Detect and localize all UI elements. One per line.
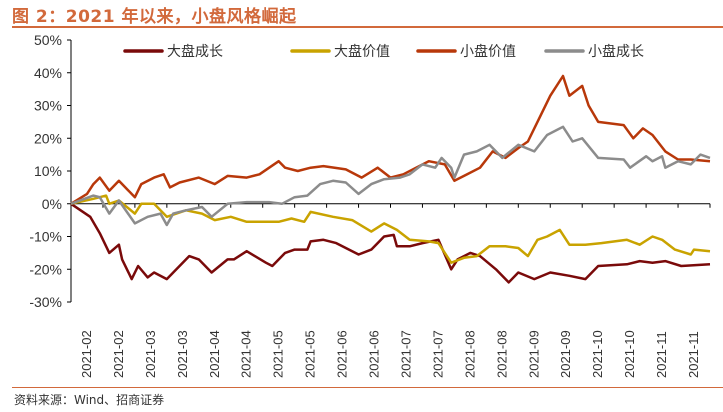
x-tick-label: 2021-06 bbox=[335, 330, 350, 378]
x-tick-label: 2021-03 bbox=[143, 330, 158, 378]
legend-label: 大盘成长 bbox=[167, 43, 223, 59]
y-tick-label: 20% bbox=[34, 130, 62, 146]
y-tick-label: 10% bbox=[34, 163, 62, 179]
footer-divider bbox=[12, 387, 723, 388]
x-tick-label: 2021-07 bbox=[398, 330, 413, 378]
x-tick-label: 2021-04 bbox=[239, 330, 254, 378]
x-tick-label: 2021-06 bbox=[367, 330, 382, 378]
x-tick-label: 2021-03 bbox=[175, 330, 190, 378]
x-tick-label: 2021-10 bbox=[590, 330, 605, 378]
legend-label: 小盘价值 bbox=[460, 43, 516, 59]
title-divider bbox=[12, 26, 723, 28]
series-line-1 bbox=[70, 202, 711, 284]
y-tick-label: 30% bbox=[34, 98, 62, 114]
x-tick-label: 2021-05 bbox=[303, 330, 318, 378]
x-tick-label: 2021-05 bbox=[271, 330, 286, 378]
y-tick-label: 50% bbox=[34, 32, 62, 48]
x-tick-label: 2021-08 bbox=[462, 330, 477, 378]
x-tick-label: 2021-02 bbox=[111, 330, 126, 378]
x-tick-label: 2021-11 bbox=[654, 331, 669, 378]
x-tick-label: 2021-11 bbox=[686, 331, 701, 378]
source-note: 资料来源：Wind、招商证券 bbox=[14, 393, 165, 407]
y-tick-label: -30% bbox=[29, 294, 62, 310]
x-tick-label: 2021-09 bbox=[558, 330, 573, 378]
y-tick-label: 0% bbox=[42, 196, 62, 212]
y-tick-label: -20% bbox=[29, 261, 62, 277]
y-tick-label: 40% bbox=[34, 65, 62, 81]
x-tick-label: 2021-08 bbox=[494, 330, 509, 378]
series-line-4 bbox=[70, 125, 711, 227]
series-line-2 bbox=[70, 194, 711, 264]
x-tick-label: 2021-10 bbox=[622, 330, 637, 378]
x-tick-label: 2021-07 bbox=[430, 330, 445, 378]
chart-title: 图 2：2021 年以来，小盘风格崛起 bbox=[12, 7, 297, 27]
legend-label: 大盘价值 bbox=[334, 43, 390, 59]
series-line-3 bbox=[70, 74, 711, 205]
y-tick-label: -10% bbox=[29, 229, 62, 245]
line-chart: 50% 40% 30% 20% 10% 0% -10% -20% -30% 2021-02 2021… bbox=[29, 32, 711, 378]
x-tick-label: 2021-04 bbox=[207, 330, 222, 378]
x-tick-label: 2021-09 bbox=[526, 330, 541, 378]
legend-label: 小盘成长 bbox=[588, 43, 644, 59]
x-tick-label: 2021-02 bbox=[79, 330, 94, 378]
